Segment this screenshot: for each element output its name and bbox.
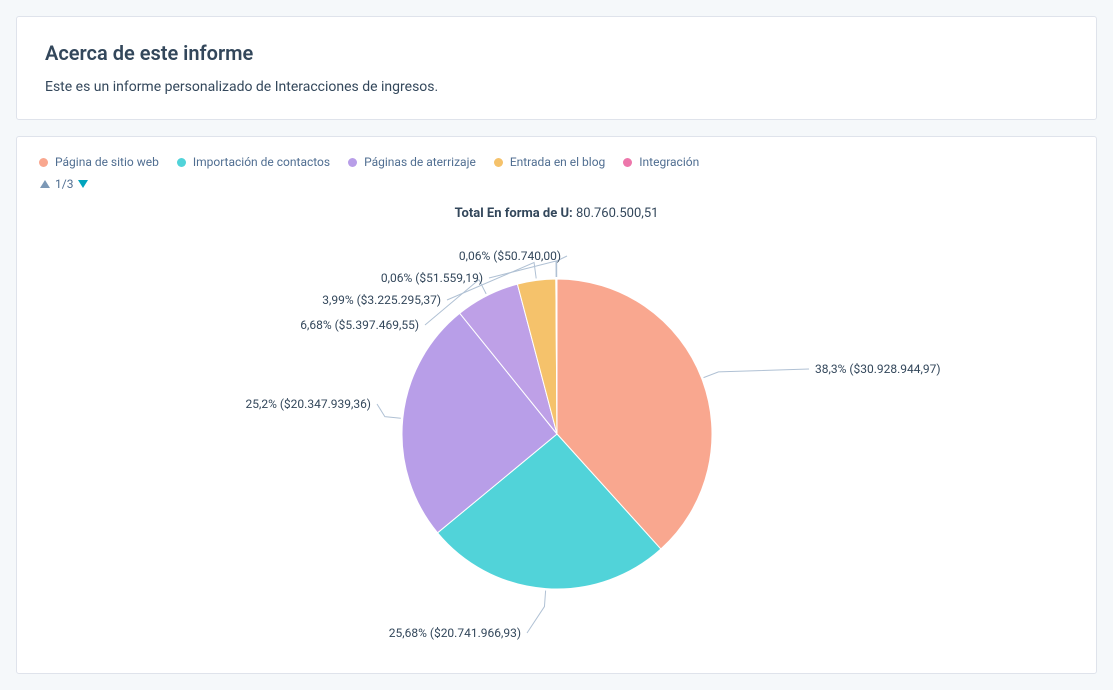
leader-line bbox=[377, 404, 401, 418]
legend-swatch bbox=[39, 158, 48, 167]
slice-label: 25,68% ($20.741.966,93) bbox=[388, 626, 520, 640]
pager-next-icon[interactable] bbox=[77, 178, 89, 190]
pager-count: 1/3 bbox=[55, 177, 73, 191]
legend-item[interactable]: Importación de contactos bbox=[177, 155, 330, 169]
leader-line bbox=[703, 369, 808, 378]
legend-swatch bbox=[177, 158, 186, 167]
slice-label: 6,68% ($5.397.469,55) bbox=[300, 318, 419, 332]
about-title: Acerca de este informe bbox=[45, 41, 1068, 65]
slice-label: 3,99% ($3.225.295,37) bbox=[322, 293, 441, 307]
legend-label: Importación de contactos bbox=[193, 155, 330, 169]
leader-line bbox=[489, 261, 556, 278]
legend-label: Integración bbox=[639, 155, 699, 169]
legend-item[interactable]: Integración bbox=[623, 155, 699, 169]
legend-item[interactable]: Páginas de aterrizaje bbox=[348, 155, 476, 169]
pie-slice[interactable] bbox=[556, 279, 557, 434]
chart-card: Página de sitio web Importación de contac… bbox=[16, 136, 1097, 674]
legend: Página de sitio web Importación de contac… bbox=[39, 155, 1074, 169]
about-description: Este es un informe personalizado de Inte… bbox=[45, 79, 1068, 95]
legend-item[interactable]: Entrada en el blog bbox=[494, 155, 605, 169]
legend-item[interactable]: Página de sitio web bbox=[39, 155, 159, 169]
about-card: Acerca de este informe Este es un inform… bbox=[16, 16, 1097, 120]
legend-pager: 1/3 bbox=[39, 177, 89, 191]
chart-total: Total En forma de U: 80.760.500,51 bbox=[39, 206, 1074, 221]
slice-label: 0,06% ($50.740,00) bbox=[458, 249, 560, 263]
legend-label: Página de sitio web bbox=[55, 155, 159, 169]
pager-prev-icon[interactable] bbox=[39, 178, 51, 190]
pie-chart: 38,3% ($30.928.944,97) 25,68% ($20.741.96… bbox=[39, 229, 1074, 649]
legend-swatch bbox=[348, 158, 357, 167]
legend-swatch bbox=[494, 158, 503, 167]
legend-label: Entrada en el blog bbox=[510, 155, 605, 169]
chart-total-label: Total En forma de U: bbox=[455, 206, 573, 221]
legend-swatch bbox=[623, 158, 632, 167]
leader-line bbox=[527, 591, 546, 633]
legend-label: Páginas de aterrizaje bbox=[364, 155, 476, 169]
slice-label: 38,3% ($30.928.944,97) bbox=[815, 362, 941, 376]
slice-label: 25,2% ($20.347.939,36) bbox=[245, 397, 371, 411]
slice-label: 0,06% ($51.559,19) bbox=[380, 271, 482, 285]
chart-total-value: 80.760.500,51 bbox=[576, 206, 658, 221]
